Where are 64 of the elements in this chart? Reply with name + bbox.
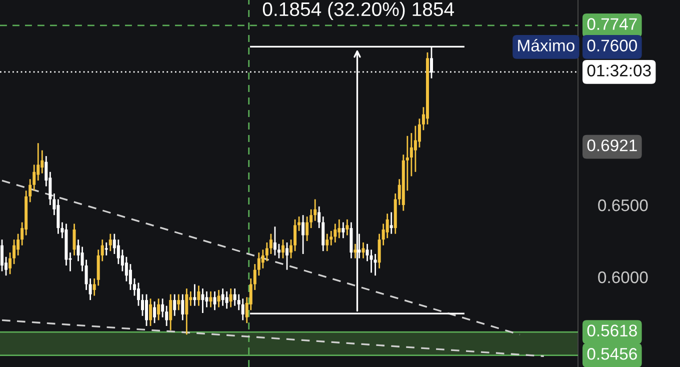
candlestick	[370, 248, 373, 274]
candlestick	[302, 214, 305, 255]
candlestick	[334, 223, 337, 244]
candlestick	[213, 290, 216, 311]
candlestick	[197, 284, 200, 307]
candlestick	[273, 226, 276, 256]
annotation: Máximo	[518, 39, 574, 52]
candlestick	[414, 125, 417, 173]
candlestick	[149, 298, 152, 327]
candlestick	[374, 253, 377, 276]
candlestick	[285, 242, 288, 271]
candlestick	[0, 238, 4, 272]
candlestick	[153, 300, 156, 324]
candlestick	[169, 294, 172, 331]
candlestick	[124, 256, 128, 282]
candlestick	[108, 233, 112, 252]
y-tick-label: 0.6000	[598, 271, 648, 284]
candlestick	[269, 233, 272, 255]
candlestick	[145, 294, 148, 327]
candlestick	[229, 288, 232, 308]
candlestick	[177, 294, 180, 311]
candlestick	[193, 284, 196, 307]
candlestick	[306, 216, 309, 242]
candlestick	[354, 243, 357, 259]
candlestick	[290, 238, 293, 259]
candlestick	[72, 223, 76, 256]
annotation: 0.1854 (32.20%) 1854	[262, 2, 454, 20]
candlestick	[225, 290, 228, 310]
candlestick	[346, 218, 349, 236]
candlestick	[277, 243, 280, 259]
ref-line-label: 0.5618	[587, 324, 637, 336]
candlestick	[390, 212, 393, 235]
candlestick	[281, 238, 284, 259]
candlestick	[209, 290, 212, 308]
candlestick	[338, 218, 341, 239]
candlestick	[221, 288, 224, 307]
candlestick	[418, 118, 421, 148]
candlestick	[362, 242, 365, 259]
candlestick	[181, 294, 184, 321]
ref-line-label: 0.5456	[587, 348, 637, 360]
candlestick	[217, 289, 220, 308]
ref-line-label: 01:32:03	[587, 64, 651, 76]
y-tick-label: 0.6500	[598, 199, 648, 212]
text: 0.6921	[587, 139, 637, 152]
candlestick	[8, 252, 12, 275]
text: 0.7600	[587, 40, 637, 52]
candlestick	[132, 278, 136, 296]
candlestick	[136, 282, 140, 307]
candlestick	[386, 212, 389, 239]
candlestick	[326, 233, 329, 252]
candlestick	[128, 263, 132, 291]
candlestick	[233, 288, 236, 307]
candlestick	[342, 222, 345, 239]
candlestick	[185, 288, 188, 336]
candlestick	[140, 294, 144, 317]
candlestick	[201, 288, 204, 314]
ref-line-label: 0.7747	[587, 18, 637, 30]
candlestick	[12, 238, 16, 265]
candlestick	[161, 298, 164, 318]
candlestick	[241, 298, 244, 321]
candlestick	[294, 218, 297, 252]
candlestick	[173, 294, 176, 317]
candlestick	[104, 242, 108, 256]
candlestick	[157, 298, 160, 321]
